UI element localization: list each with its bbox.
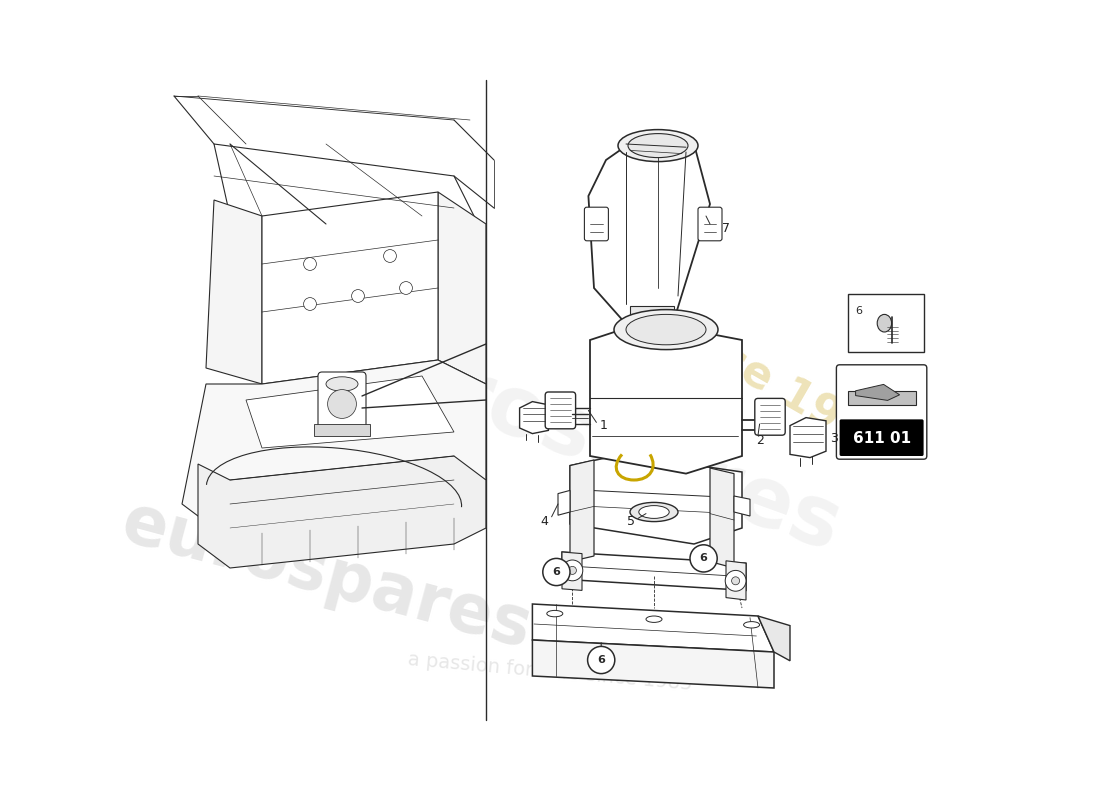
- Polygon shape: [758, 616, 790, 661]
- Ellipse shape: [630, 502, 678, 522]
- Circle shape: [399, 282, 412, 294]
- Text: since 1985: since 1985: [647, 298, 901, 470]
- FancyBboxPatch shape: [318, 372, 366, 428]
- Text: 1: 1: [600, 419, 607, 432]
- Text: eurospares: eurospares: [328, 312, 851, 568]
- Polygon shape: [726, 561, 746, 600]
- Circle shape: [352, 290, 364, 302]
- Text: 611 01: 611 01: [852, 431, 911, 446]
- Polygon shape: [198, 456, 486, 568]
- Circle shape: [562, 560, 583, 581]
- Polygon shape: [519, 402, 549, 434]
- Ellipse shape: [547, 610, 563, 617]
- Polygon shape: [206, 200, 262, 384]
- FancyBboxPatch shape: [848, 294, 924, 352]
- Ellipse shape: [646, 616, 662, 622]
- Ellipse shape: [626, 314, 706, 345]
- Circle shape: [587, 646, 615, 674]
- Text: 5: 5: [627, 515, 635, 528]
- Polygon shape: [856, 384, 900, 400]
- Text: 6: 6: [700, 554, 707, 563]
- Polygon shape: [710, 468, 734, 568]
- Circle shape: [725, 570, 746, 591]
- Text: 7: 7: [722, 222, 730, 234]
- FancyBboxPatch shape: [839, 419, 924, 456]
- Polygon shape: [630, 306, 674, 320]
- Polygon shape: [562, 552, 582, 590]
- Circle shape: [569, 566, 576, 574]
- FancyBboxPatch shape: [584, 207, 608, 241]
- Text: 6: 6: [552, 567, 560, 577]
- Circle shape: [732, 577, 739, 585]
- Bar: [848, 390, 915, 405]
- Ellipse shape: [639, 506, 669, 518]
- Polygon shape: [246, 376, 454, 448]
- Circle shape: [304, 258, 317, 270]
- Polygon shape: [214, 144, 486, 240]
- Ellipse shape: [744, 622, 760, 628]
- Polygon shape: [532, 640, 774, 688]
- FancyBboxPatch shape: [698, 207, 722, 241]
- Ellipse shape: [628, 134, 688, 158]
- Polygon shape: [588, 132, 710, 324]
- Polygon shape: [790, 418, 826, 458]
- FancyBboxPatch shape: [836, 365, 927, 459]
- Circle shape: [328, 390, 356, 418]
- Polygon shape: [532, 604, 774, 652]
- Polygon shape: [590, 322, 742, 474]
- Polygon shape: [734, 496, 750, 516]
- Polygon shape: [570, 460, 594, 562]
- Ellipse shape: [326, 377, 358, 391]
- Text: 3: 3: [830, 432, 838, 445]
- Ellipse shape: [877, 314, 892, 332]
- Text: 6: 6: [855, 306, 861, 316]
- FancyBboxPatch shape: [546, 392, 575, 429]
- Polygon shape: [570, 454, 743, 544]
- Text: a passion for cars since 1985: a passion for cars since 1985: [407, 650, 693, 694]
- Circle shape: [384, 250, 396, 262]
- Polygon shape: [182, 360, 486, 528]
- Text: 6: 6: [597, 655, 605, 665]
- Circle shape: [690, 545, 717, 572]
- Polygon shape: [438, 192, 486, 384]
- Text: 4: 4: [540, 515, 549, 528]
- Bar: [314, 424, 370, 436]
- Polygon shape: [262, 192, 438, 384]
- Ellipse shape: [618, 130, 698, 162]
- Polygon shape: [562, 552, 746, 590]
- FancyBboxPatch shape: [755, 398, 785, 435]
- Text: 2: 2: [757, 434, 764, 446]
- Ellipse shape: [614, 310, 718, 350]
- Circle shape: [542, 558, 570, 586]
- Circle shape: [304, 298, 317, 310]
- Text: eurospares: eurospares: [114, 490, 538, 662]
- Polygon shape: [558, 490, 570, 515]
